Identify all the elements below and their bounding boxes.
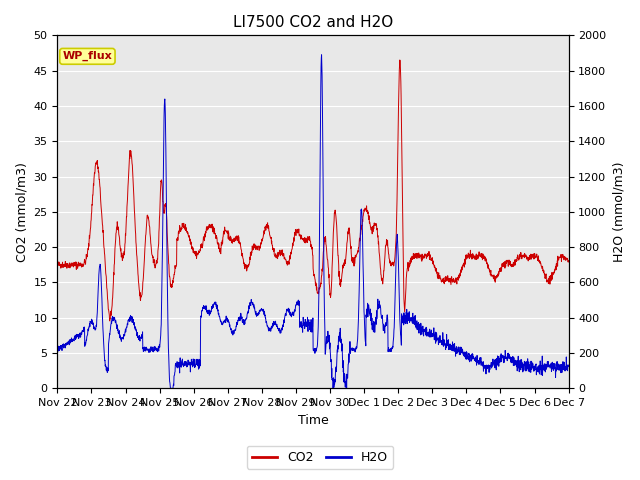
H2O xyxy=(550,362,558,368)
CO2 xyxy=(550,269,558,275)
H2O xyxy=(302,319,310,325)
Line: CO2: CO2 xyxy=(58,60,568,321)
CO2 xyxy=(396,57,404,63)
H2O xyxy=(166,385,174,391)
CO2 xyxy=(106,318,114,324)
CO2 xyxy=(79,262,87,267)
Line: H2O: H2O xyxy=(58,55,568,388)
H2O xyxy=(54,347,61,353)
CO2 xyxy=(302,238,310,243)
CO2 xyxy=(54,261,61,267)
H2O xyxy=(564,362,572,368)
H2O xyxy=(456,351,464,357)
Text: WP_flux: WP_flux xyxy=(63,51,112,61)
Legend: CO2, H2O: CO2, H2O xyxy=(247,446,393,469)
Y-axis label: CO2 (mmol/m3): CO2 (mmol/m3) xyxy=(15,162,28,262)
CO2 xyxy=(550,269,558,275)
CO2 xyxy=(456,273,464,278)
Title: LI7500 CO2 and H2O: LI7500 CO2 and H2O xyxy=(233,15,393,30)
H2O xyxy=(317,52,325,58)
X-axis label: Time: Time xyxy=(298,414,328,427)
H2O xyxy=(79,326,87,332)
CO2 xyxy=(289,240,296,246)
H2O xyxy=(550,366,558,372)
CO2 xyxy=(564,259,572,264)
H2O xyxy=(289,312,296,318)
Y-axis label: H2O (mmol/m3): H2O (mmol/m3) xyxy=(612,162,625,262)
